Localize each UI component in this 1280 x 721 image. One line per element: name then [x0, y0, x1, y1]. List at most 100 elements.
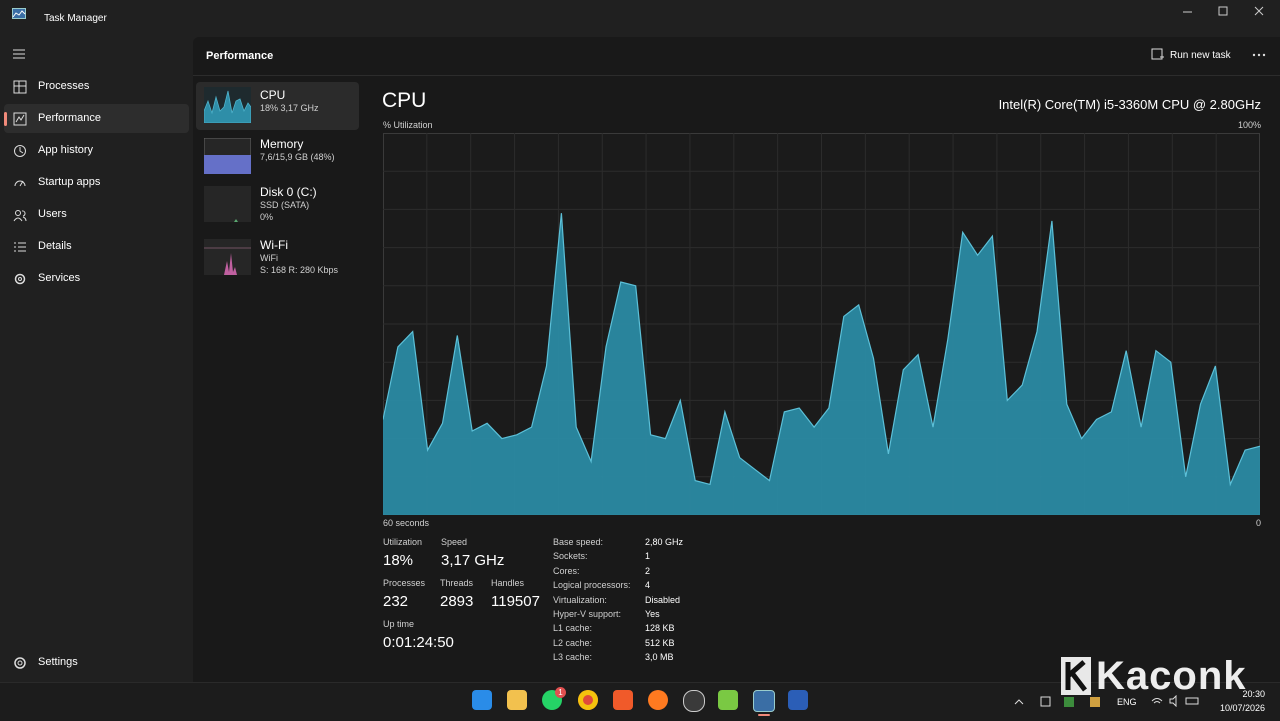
- window-controls[interactable]: [1180, 5, 1270, 19]
- brave-icon[interactable]: [613, 690, 633, 710]
- nav-icon: [13, 80, 27, 94]
- settings-icon: [14, 657, 26, 669]
- task-manager-icon[interactable]: [753, 690, 775, 712]
- detail-value: 1: [645, 551, 651, 562]
- nav-icon: [13, 210, 27, 222]
- device-detail: S: 168 R: 280 Kbps: [260, 265, 339, 275]
- stat-value: 119507: [491, 593, 540, 610]
- nav-label[interactable]: Startup apps: [38, 176, 101, 188]
- firefox-icon[interactable]: [648, 690, 668, 710]
- device-name[interactable]: CPU: [260, 88, 286, 102]
- nav-item[interactable]: Processes: [4, 72, 189, 101]
- cpu-thumbnail: [204, 87, 251, 123]
- app-icon: [12, 8, 26, 19]
- stat-label: Processes: [383, 578, 426, 588]
- cpu-graph: [383, 133, 1260, 515]
- start-button[interactable]: [472, 690, 492, 710]
- detail-value: 4: [645, 580, 651, 591]
- cpu-title: CPU: [382, 89, 427, 112]
- memory-thumbnail: [204, 138, 251, 174]
- window-title: Task Manager: [44, 13, 107, 24]
- detail-label: L2 cache:: [553, 637, 593, 648]
- nav-icon: [14, 273, 26, 285]
- device-detail: WiFi: [260, 253, 278, 263]
- settings-nav[interactable]: Settings: [4, 648, 189, 677]
- nav-icon: [14, 145, 26, 157]
- nav-item[interactable]: Startup apps: [4, 168, 189, 197]
- nav-label[interactable]: Users: [38, 208, 67, 220]
- menu-button[interactable]: [12, 48, 26, 60]
- detail-label: Logical processors:: [553, 580, 631, 591]
- device-detail: 7,6/15,9 GB (48%): [260, 152, 335, 162]
- stat-value: 2893: [440, 593, 474, 610]
- tray-icons[interactable]: [1014, 696, 1144, 708]
- detail-value: Disabled: [645, 594, 681, 605]
- utilization-area: [383, 213, 1260, 515]
- nav-label[interactable]: App history: [38, 144, 94, 156]
- settings-label[interactable]: Settings: [38, 656, 78, 668]
- stat-label: Handles: [491, 578, 525, 588]
- stat-label: Up time: [383, 619, 415, 629]
- nav-item[interactable]: Performance: [4, 104, 189, 133]
- detail-label: L3 cache:: [553, 652, 593, 663]
- y-min-label: 0: [1255, 518, 1261, 528]
- detail-label: Cores:: [553, 565, 580, 576]
- utilization-line: [383, 213, 1260, 487]
- clock-date[interactable]: 10/07/2026: [1219, 703, 1265, 713]
- header-divider: [193, 75, 1280, 76]
- notification-badge: 1: [555, 687, 566, 698]
- x-axis-label: 60 seconds: [383, 518, 430, 528]
- detail-label: L1 cache:: [553, 623, 593, 634]
- nav-item[interactable]: Services: [4, 264, 189, 293]
- cpu-model: Intel(R) Core(TM) i5-3360M CPU @ 2.80GHz: [998, 97, 1261, 112]
- explorer-icon[interactable]: [507, 690, 527, 710]
- device-name[interactable]: Disk 0 (C:): [260, 185, 317, 199]
- nav-label[interactable]: Performance: [38, 112, 101, 124]
- stat-label: Utilization: [383, 537, 423, 547]
- nav-item[interactable]: App history: [4, 136, 189, 165]
- nav-label[interactable]: Processes: [38, 80, 90, 92]
- y-axis-label: % Utilization: [383, 120, 433, 130]
- device-name[interactable]: Wi-Fi: [260, 238, 288, 252]
- stat-label: Speed: [441, 537, 468, 547]
- device-detail: SSD (SATA): [260, 200, 310, 210]
- word-icon[interactable]: [788, 690, 808, 710]
- system-status-icons[interactable]: [1150, 695, 1220, 707]
- disk-thumbnail: [204, 186, 251, 222]
- y-max-label: 100%: [1237, 120, 1261, 130]
- wifi-thumbnail: [204, 239, 251, 275]
- run-new-task-button[interactable]: Run new task: [1170, 50, 1231, 61]
- detail-label: Sockets:: [553, 551, 588, 562]
- chrome-icon[interactable]: [578, 690, 598, 710]
- editor-icon[interactable]: [718, 690, 738, 710]
- device-detail: 18% 3,17 GHz: [260, 103, 319, 113]
- detail-value: 512 KB: [645, 637, 675, 648]
- stat-value: 0:01:24:50: [383, 634, 454, 651]
- nav-label[interactable]: Services: [38, 272, 81, 284]
- stat-value: 3,17 GHz: [441, 552, 505, 569]
- nav-item[interactable]: Details: [4, 232, 189, 261]
- detail-value: 128 KB: [645, 623, 675, 634]
- page-title: Performance: [206, 50, 274, 62]
- run-task-icon: [1151, 48, 1164, 60]
- active-indicator: [758, 714, 770, 716]
- nav-label[interactable]: Details: [38, 240, 72, 252]
- device-name[interactable]: Memory: [260, 137, 304, 151]
- detail-value: Yes: [645, 609, 660, 619]
- more-button[interactable]: [1252, 53, 1266, 57]
- detail-value: 3,0 MB: [645, 652, 674, 663]
- media-icon[interactable]: [683, 690, 705, 712]
- language-indicator[interactable]: ENG: [1117, 697, 1137, 707]
- detail-value: 2,80 GHz: [645, 537, 684, 547]
- detail-label: Virtualization:: [553, 594, 607, 605]
- stat-value: 18%: [383, 552, 414, 569]
- nav-icon: [14, 242, 26, 252]
- watermark-logo: [1061, 657, 1091, 695]
- detail-label: Base speed:: [553, 537, 604, 547]
- stat-label: Threads: [440, 578, 474, 588]
- nav-item[interactable]: Users: [4, 200, 189, 229]
- nav-icon: [14, 180, 26, 187]
- watermark-text: Kaconk: [1096, 654, 1247, 698]
- clock-time[interactable]: 20:30: [1242, 689, 1265, 699]
